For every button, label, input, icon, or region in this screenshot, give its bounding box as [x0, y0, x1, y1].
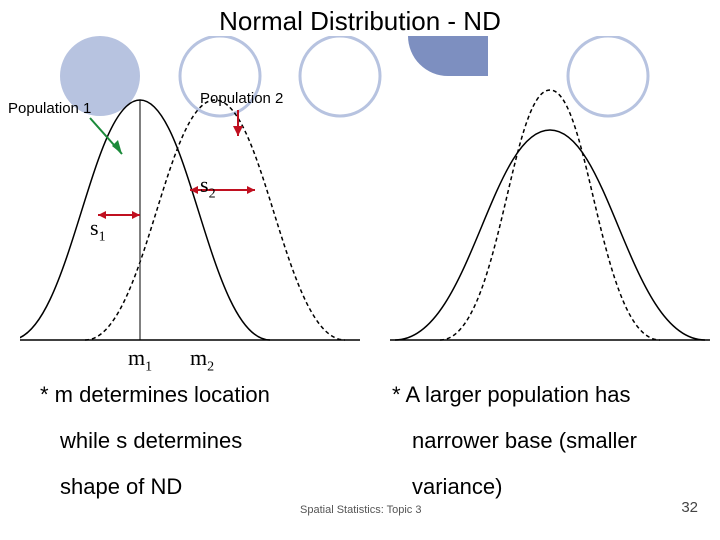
bullet-right-3: variance) — [412, 474, 502, 500]
bullet-right-2: narrower base (smaller — [412, 428, 637, 454]
bullet-right-1: * A larger population has — [392, 382, 631, 408]
label-mu1: m1 — [128, 345, 152, 375]
label-mu2: m2 — [190, 345, 214, 375]
label-sigma2: s2 — [200, 172, 216, 202]
left-chart — [20, 80, 360, 370]
right-chart — [390, 80, 710, 370]
footer-text: Spatial Statistics: Topic 3 — [300, 504, 421, 516]
page-number: 32 — [681, 499, 698, 516]
label-pop1: Population 1 — [8, 100, 91, 117]
bullet-left-1: * m determines location — [40, 382, 270, 408]
slide-title: Normal Distribution - ND — [0, 6, 720, 37]
label-pop2: Population 2 — [200, 90, 283, 107]
label-sigma1: s1 — [90, 215, 106, 245]
bullet-left-2: while s determines — [60, 428, 242, 454]
bullet-left-3: shape of ND — [60, 474, 182, 500]
